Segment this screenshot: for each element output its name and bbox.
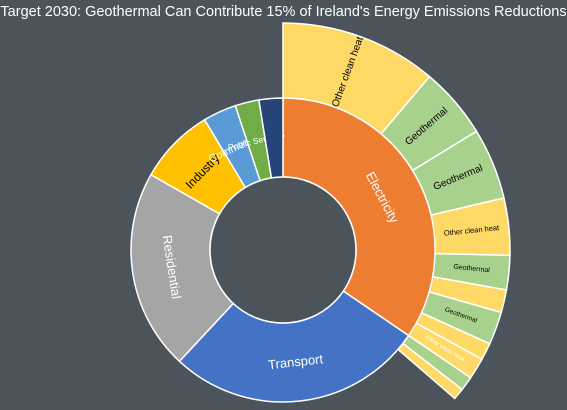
outer-ring: Other clean heatGeothermalGeothermalOthe… <box>282 22 511 400</box>
chart-title: Target 2030: Geothermal Can Contribute 1… <box>0 4 567 20</box>
outer-ring-label-geothermal-4: Geothermal <box>453 264 491 275</box>
donut-hole <box>209 176 357 324</box>
inner-ring-label-transport-1: Transport <box>267 351 324 372</box>
inner-ring: ElectricityTransportResidentialIndustryC… <box>130 97 436 403</box>
